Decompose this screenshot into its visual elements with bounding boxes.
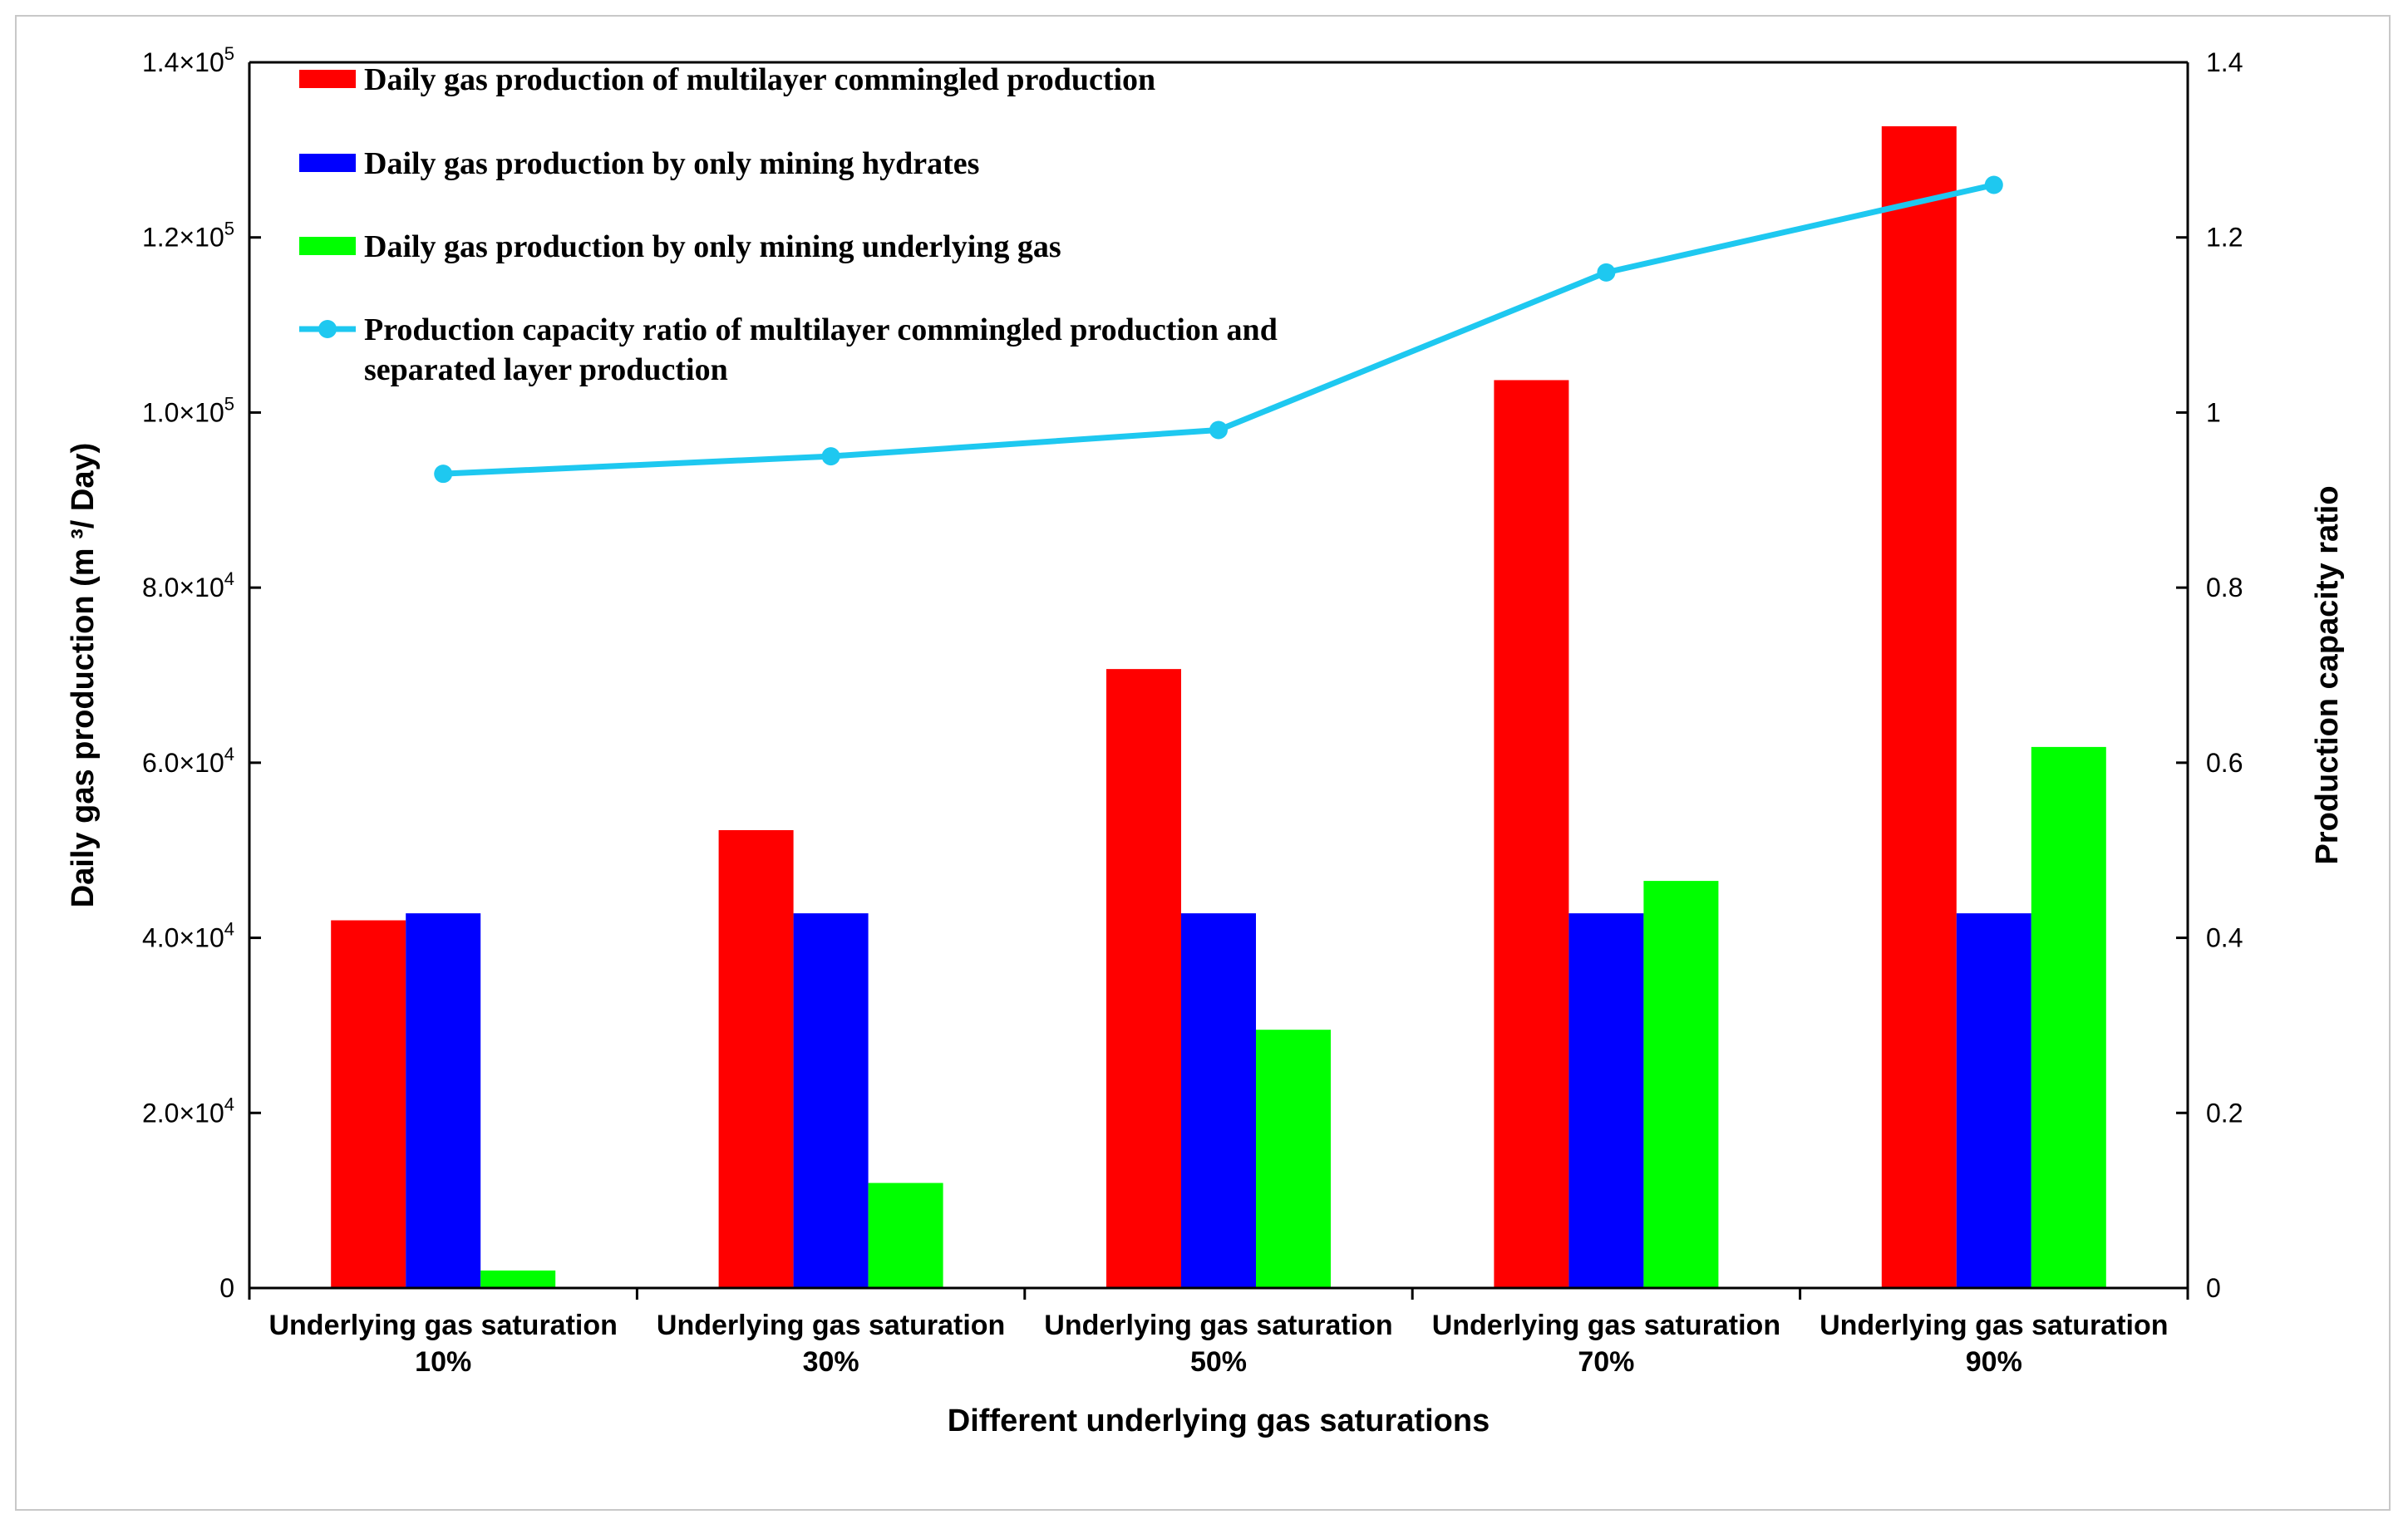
y-tick-label: 6.0×104 xyxy=(142,744,234,778)
y-tick-label: 1.4×105 xyxy=(142,43,234,77)
axes-group: 0 2.0×104 4.0×104 6.0×104 8.0×104 1.0×105 1.2×… xyxy=(142,43,2243,1378)
x-axis-title: Different underlying gas saturations xyxy=(948,1404,1490,1438)
bar-series2-cat3 xyxy=(1181,913,1256,1288)
bar-series2-cat4 xyxy=(1568,913,1644,1288)
y2-tick-label: 1.4 xyxy=(2206,47,2243,77)
bar-series2-cat1 xyxy=(406,913,481,1288)
ratio-point-cat1 xyxy=(434,465,453,484)
bar-series2-cat5 xyxy=(1956,913,2031,1288)
y-axis-title: Daily gas production (m ³/ Day) xyxy=(66,443,101,908)
legend-swatch-ratio-marker xyxy=(318,320,337,338)
x-tick-label: Underlying gas saturation 50% xyxy=(1044,1310,1392,1378)
legend-swatch-series1 xyxy=(299,70,356,88)
bar-series3-cat3 xyxy=(1256,1030,1331,1288)
y2-tick-label: 0.8 xyxy=(2206,573,2243,602)
x-tick-label: Underlying gas saturation 10% xyxy=(268,1310,617,1378)
y-tick-label: 4.0×104 xyxy=(142,919,234,953)
legend-label-series1: Daily gas production of multilayer commi… xyxy=(364,62,1155,97)
bar-series3-cat5 xyxy=(2031,746,2106,1288)
y2-tick-label: 0 xyxy=(2206,1273,2221,1303)
legend-label-ratio-line-1: Production capacity ratio of multilayer … xyxy=(364,312,1278,347)
legend-label-series2: Daily gas production by only mining hydr… xyxy=(364,146,979,181)
x-tick-label: Underlying gas saturation 30% xyxy=(657,1310,1005,1378)
y-tick-label: 1.0×105 xyxy=(142,393,234,427)
ratio-point-cat3 xyxy=(1209,420,1228,440)
y2-tick-label: 0.2 xyxy=(2206,1098,2243,1128)
x-tick-label: Underlying gas saturation 90% xyxy=(1820,1310,2168,1378)
y-tick-label: 8.0×104 xyxy=(142,568,234,602)
legend-label-ratio-line-2: separated layer production xyxy=(364,352,728,387)
ratio-point-cat5 xyxy=(1984,175,2003,194)
bars-group xyxy=(331,125,2106,1289)
bar-series1-cat3 xyxy=(1106,669,1181,1288)
legend: Daily gas production of multilayer commi… xyxy=(299,62,1278,387)
bar-series1-cat5 xyxy=(1881,125,1957,1288)
bar-series3-cat2 xyxy=(868,1182,943,1288)
y-tick-label: 1.2×105 xyxy=(142,219,234,253)
ratio-point-cat4 xyxy=(1597,263,1616,282)
ratio-point-cat2 xyxy=(821,447,840,466)
bar-series3-cat4 xyxy=(1643,881,1719,1288)
legend-swatch-series3 xyxy=(299,237,356,255)
bar-series2-cat2 xyxy=(793,913,869,1288)
bar-series3-cat1 xyxy=(480,1270,556,1288)
y2-tick-label: 0.4 xyxy=(2206,923,2243,953)
y2-axis-title: Production capacity ratio xyxy=(2310,485,2345,864)
y-tick-label: 0 xyxy=(219,1273,234,1303)
y2-tick-label: 1.2 xyxy=(2206,223,2243,253)
bar-series1-cat4 xyxy=(1494,380,1569,1289)
y2-tick-label: 0.6 xyxy=(2206,748,2243,778)
y2-tick-label: 1 xyxy=(2206,397,2221,427)
bar-series1-cat2 xyxy=(718,829,794,1288)
x-tick-label: Underlying gas saturation 70% xyxy=(1432,1310,1780,1378)
legend-swatch-series2 xyxy=(299,154,356,172)
ratio-line-group xyxy=(434,175,2003,484)
y-tick-label: 2.0×104 xyxy=(142,1094,234,1128)
legend-label-series3: Daily gas production by only mining unde… xyxy=(364,229,1061,264)
bar-series1-cat1 xyxy=(331,920,406,1288)
